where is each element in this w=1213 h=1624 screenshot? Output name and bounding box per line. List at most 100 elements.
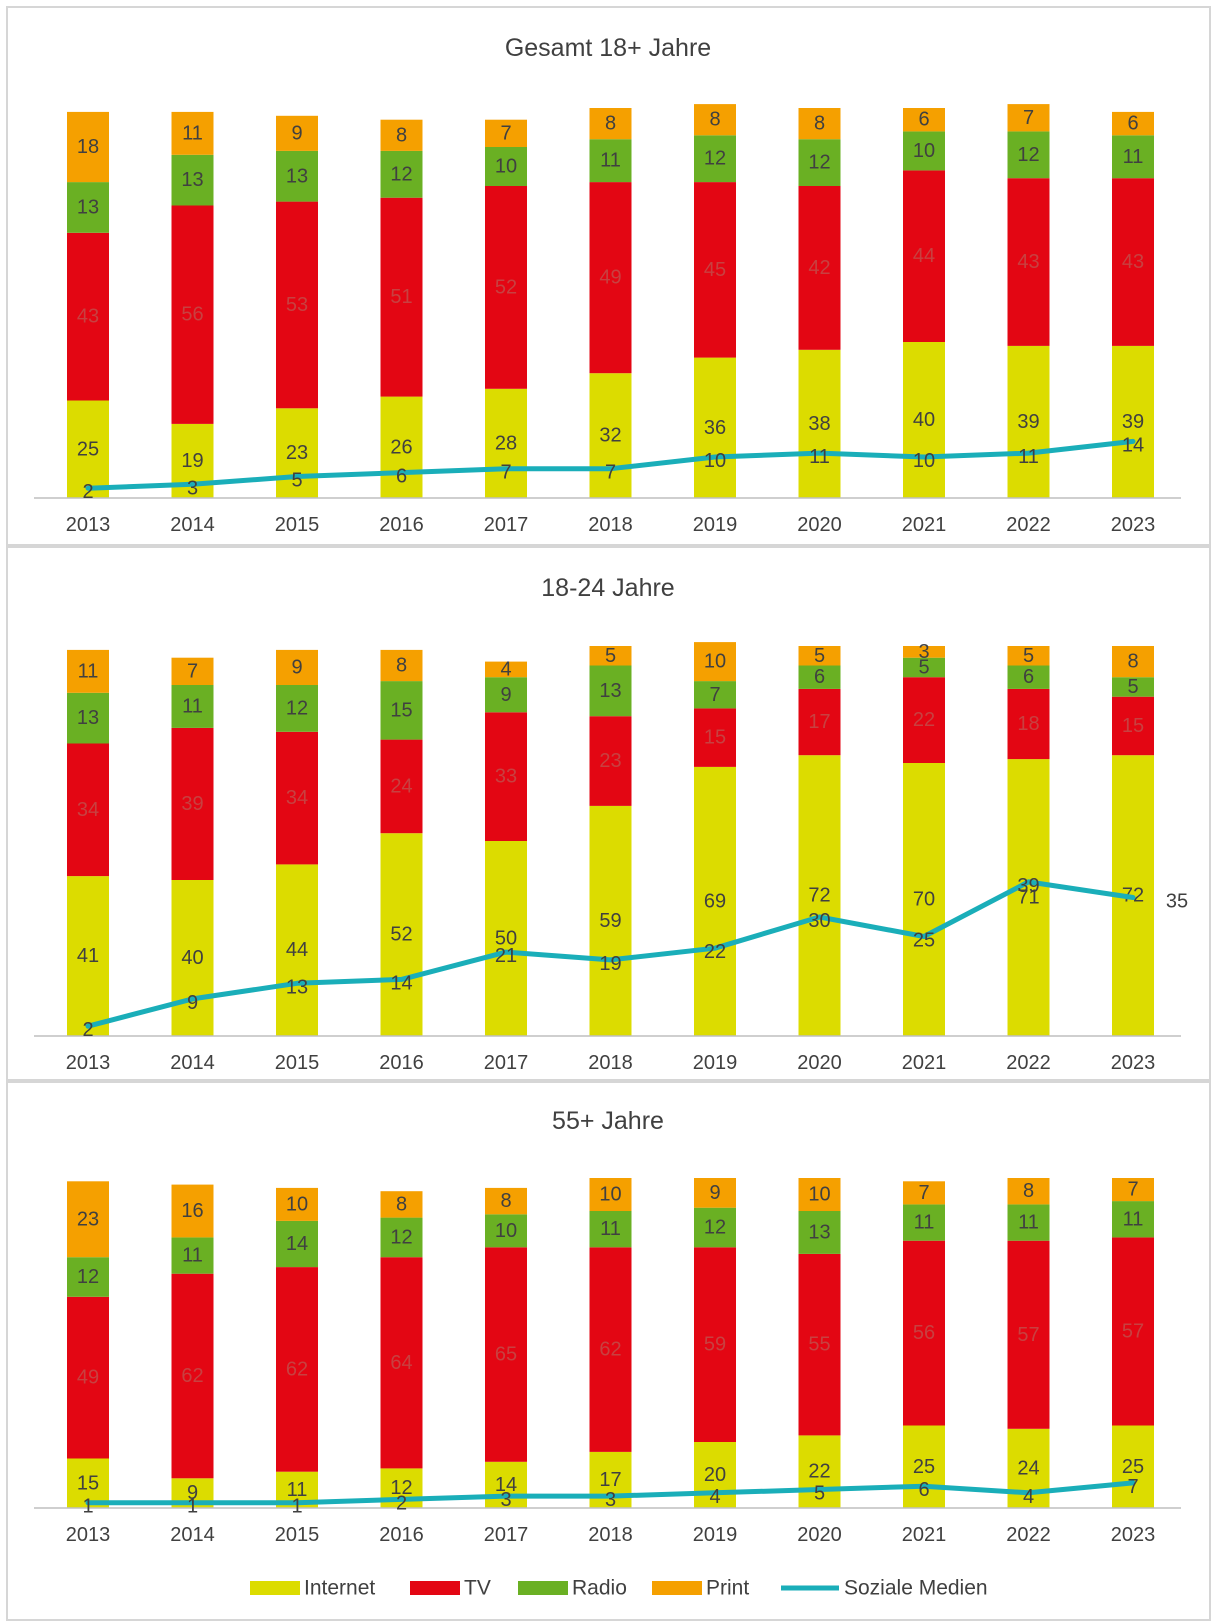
bar-segment-print-2023 [1112,646,1154,678]
x-tick-label: 2022 [1006,1524,1051,1546]
bar-segment-print-2014 [171,1184,214,1238]
chart-panel-2: 18-24 Jahre41341311201340391172014443412… [6,546,1211,1081]
x-tick-label: 2021 [902,1524,947,1546]
legend-swatch [250,1581,300,1595]
bar-segment-radio-2021 [903,1204,945,1241]
bar-segment-internet-2019 [694,766,736,1036]
data-label-internet-2021: 25 [913,1456,935,1478]
bar-segment-print-2020 [798,108,841,140]
data-label-tv-2013: 43 [77,306,99,328]
bar-segment-tv-2014 [171,1273,214,1479]
x-tick-label: 2017 [484,1524,529,1546]
data-label-radio-2014: 11 [182,1245,203,1267]
bar-segment-tv-2016 [380,197,423,397]
bar-segment-tv-2022 [1007,688,1050,760]
bar-segment-tv-2017 [485,186,527,389]
x-tick-label: 2023 [1111,514,1156,536]
data-label-internet-2016: 26 [390,436,412,458]
line-label-soziale-medien-2021: 6 [918,1479,929,1501]
bar-segment-internet-2013 [67,1458,109,1508]
bar-segment-radio-2019 [694,135,736,183]
bar-segment-print-2021 [903,646,945,658]
line-label-soziale-medien-2018: 19 [599,953,621,975]
legend-item-print: Print [652,1577,749,1600]
data-label-radio-2016: 12 [390,163,412,185]
data-label-internet-2019: 69 [704,890,726,912]
data-label-print-2022: 8 [1023,1180,1034,1202]
line-series-soziale-medien [85,1480,1136,1506]
figure: Gesamt 18+ Jahre254313182013195613112014… [6,6,1211,1621]
line-label-soziale-medien-2023: 35 [1166,891,1188,913]
data-label-internet-2018: 59 [599,910,621,932]
data-label-radio-2020: 12 [808,152,830,174]
line-label-soziale-medien-2013: 2 [82,481,93,503]
data-label-internet-2022: 39 [1017,411,1039,433]
line-label-soziale-medien-2016: 6 [396,466,407,488]
data-label-internet-2014: 19 [181,450,203,472]
data-label-radio-2021: 11 [914,1212,935,1234]
bar-segment-tv-2015 [276,731,318,865]
data-label-print-2015: 9 [291,656,302,678]
data-label-print-2017: 8 [500,1190,511,1212]
data-label-tv-2015: 62 [286,1358,308,1380]
data-label-print-2021: 7 [918,1182,929,1204]
bar-segment-radio-2017 [485,147,527,186]
data-label-radio-2023: 5 [1127,676,1138,698]
data-label-internet-2014: 9 [187,1482,198,1504]
bar-segment-print-2021 [903,108,945,132]
line-label-soziale-medien-2015: 1 [291,1496,302,1518]
data-label-tv-2018: 23 [599,750,621,772]
x-tick-label: 2020 [797,514,842,536]
data-label-tv-2020: 55 [808,1334,830,1356]
chart-panels: Gesamt 18+ Jahre254313182013195613112014… [6,6,1211,1621]
bar-segment-print-2023 [1112,1178,1154,1202]
data-label-internet-2017: 50 [495,928,517,950]
bar-segment-internet-2017 [485,388,527,498]
bar-segment-print-2021 [903,1181,945,1205]
data-label-print-2014: 11 [182,122,203,144]
data-label-print-2016: 8 [396,655,407,677]
bar-segment-internet-2013 [67,400,109,498]
bar-segment-tv-2013 [67,1296,109,1459]
data-label-radio-2018: 11 [600,150,621,172]
bar-segment-radio-2021 [903,131,945,171]
data-label-internet-2020: 22 [808,1461,830,1483]
bar-segment-tv-2022 [1007,1240,1050,1429]
data-label-radio-2016: 12 [390,1226,412,1248]
x-tick-label: 2015 [275,514,320,536]
bar-segment-tv-2015 [276,201,318,409]
legend-item-radio: Radio [518,1577,627,1600]
bar-segment-internet-2017 [485,841,527,1036]
data-label-radio-2014: 13 [181,169,203,191]
data-label-tv-2014: 39 [181,793,203,815]
data-label-print-2014: 16 [181,1200,203,1222]
bar-segment-radio-2018 [589,665,632,717]
data-label-print-2019: 8 [709,109,720,131]
bar-segment-print-2014 [171,111,214,155]
x-tick-label: 2018 [588,1052,633,1074]
data-label-radio-2023: 11 [1123,146,1144,168]
data-label-radio-2022: 6 [1023,666,1034,688]
data-label-radio-2018: 13 [599,680,621,702]
x-tick-label: 2023 [1111,1052,1156,1074]
bar-segment-radio-2018 [589,1211,632,1248]
data-label-internet-2018: 17 [599,1469,621,1491]
data-label-tv-2021: 56 [913,1322,935,1344]
data-label-print-2013: 23 [77,1208,99,1230]
chart-panel-3: 55+ Jahre1549122320139621116201411621410… [6,1081,1211,1621]
bar-segment-print-2019 [694,104,736,136]
data-label-radio-2013: 12 [77,1266,99,1288]
bar-segment-tv-2014 [171,205,214,424]
bar-segment-internet-2018 [589,1451,632,1508]
bar-segment-print-2015 [276,115,318,151]
bar-segment-print-2013 [67,1181,109,1258]
x-tick-label: 2014 [170,1524,215,1546]
data-label-print-2019: 10 [704,651,726,673]
legend-item-soziale-medien: Soziale Medien [781,1577,988,1600]
data-label-print-2023: 7 [1127,1179,1138,1201]
bar-segment-radio-2021 [903,657,945,678]
line-label-soziale-medien-2016: 2 [396,1492,407,1514]
line-label-soziale-medien-2023: 14 [1122,434,1144,456]
line-label-soziale-medien-2022: 4 [1023,1486,1034,1508]
data-label-print-2017: 4 [500,658,511,680]
